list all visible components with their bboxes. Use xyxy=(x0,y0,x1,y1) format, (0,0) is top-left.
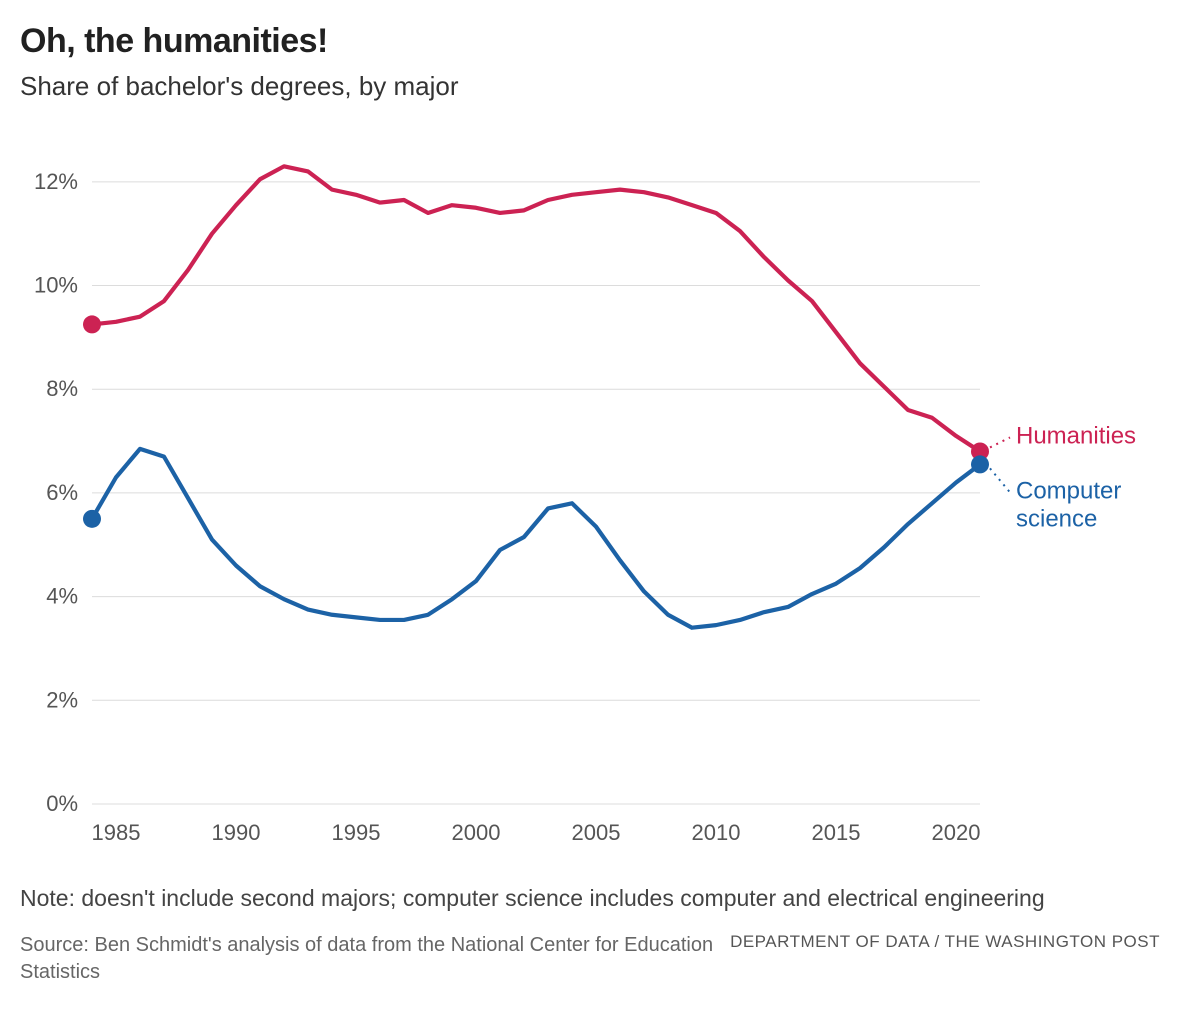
x-axis-label: 1985 xyxy=(92,820,141,845)
x-axis-label: 2000 xyxy=(452,820,501,845)
x-axis-label: 1990 xyxy=(212,820,261,845)
chart-note: Note: doesn't include second majors; com… xyxy=(20,883,1160,914)
x-axis-label: 1995 xyxy=(332,820,381,845)
x-axis-label: 2015 xyxy=(812,820,861,845)
series-connector-humanities xyxy=(990,437,1010,447)
series-label-cs: Computer xyxy=(1016,477,1121,504)
y-axis-label: 12% xyxy=(34,169,78,194)
y-axis-label: 10% xyxy=(34,273,78,298)
series-start-marker-humanities xyxy=(83,315,101,333)
series-end-marker-cs xyxy=(971,455,989,473)
line-chart: 0% 2% 4% 6% 8% 10% 12% 1985 1990 1995 2000 2005 2010… xyxy=(20,120,1160,860)
y-axis-label: 8% xyxy=(46,376,78,401)
series-label-humanities: Humanities xyxy=(1016,422,1136,449)
y-axis-label: 4% xyxy=(46,584,78,609)
x-axis-label: 2005 xyxy=(572,820,621,845)
y-axis-label: 0% xyxy=(46,791,78,816)
series-connector-cs xyxy=(990,468,1010,492)
chart-source: Source: Ben Schmidt's analysis of data f… xyxy=(20,932,720,986)
y-axis-label: 2% xyxy=(46,687,78,712)
series-label-cs-line2: science xyxy=(1016,505,1097,532)
chart-area: 0% 2% 4% 6% 8% 10% 12% 1985 1990 1995 2000 2005 2010… xyxy=(20,120,1160,865)
chart-footer: Source: Ben Schmidt's analysis of data f… xyxy=(20,932,1160,986)
series-start-marker-cs xyxy=(83,510,101,528)
y-axis-label: 6% xyxy=(46,480,78,505)
x-axis-label: 2020 xyxy=(932,820,981,845)
chart-card: Oh, the humanities! Share of bachelor's … xyxy=(0,0,1180,1006)
series-line-cs xyxy=(92,449,980,628)
series-line-humanities xyxy=(92,166,980,451)
chart-title: Oh, the humanities! xyxy=(20,22,1160,61)
chart-subtitle: Share of bachelor's degrees, by major xyxy=(20,71,1160,102)
chart-credit: DEPARTMENT OF DATA / THE WASHINGTON POST xyxy=(730,932,1160,952)
x-axis-label: 2010 xyxy=(692,820,741,845)
